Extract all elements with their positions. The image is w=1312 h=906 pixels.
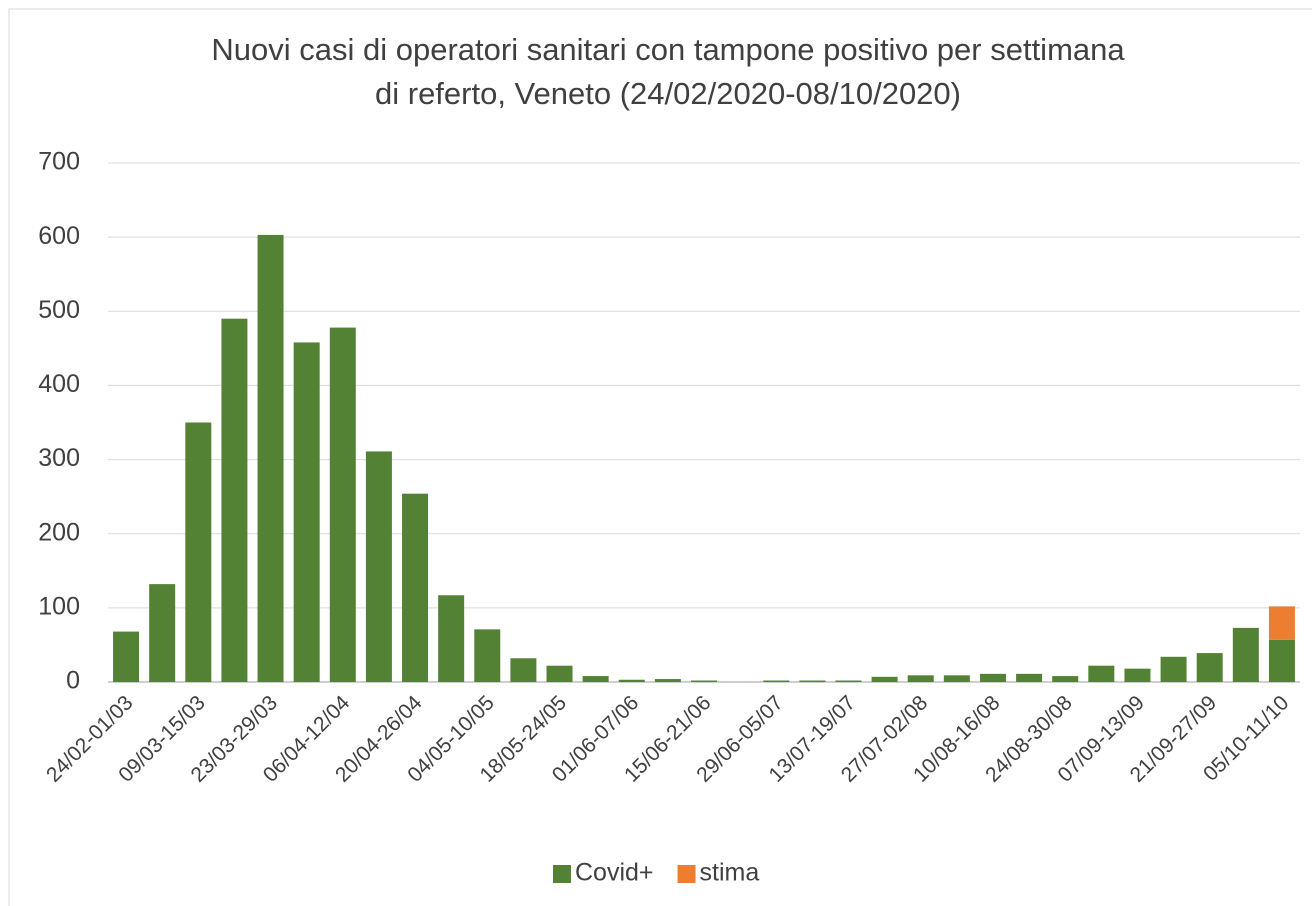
bar bbox=[1232, 627, 1259, 682]
bar bbox=[1196, 653, 1223, 682]
bar bbox=[1052, 676, 1079, 682]
bar bbox=[510, 658, 537, 682]
bar bbox=[365, 451, 392, 682]
bar bbox=[1124, 668, 1151, 682]
y-tick-label: 300 bbox=[38, 444, 80, 472]
bar bbox=[293, 342, 320, 682]
bar bbox=[474, 629, 501, 682]
y-tick-label: 0 bbox=[66, 667, 80, 695]
bar bbox=[221, 318, 248, 682]
legend-swatch bbox=[553, 865, 571, 883]
bar bbox=[1016, 673, 1043, 682]
bar bbox=[582, 676, 609, 682]
bar bbox=[1088, 665, 1115, 682]
bar bbox=[1160, 656, 1187, 682]
bar bbox=[618, 679, 645, 682]
y-tick-label: 500 bbox=[38, 296, 80, 324]
bar bbox=[835, 680, 862, 682]
legend-swatch bbox=[677, 865, 696, 883]
bar bbox=[979, 673, 1006, 682]
bar bbox=[654, 679, 681, 682]
bar bbox=[943, 675, 970, 682]
chart-title: Nuovi casi di operatori sanitari con tam… bbox=[211, 32, 1125, 67]
bar bbox=[329, 327, 356, 682]
bar bbox=[1268, 639, 1295, 682]
legend-label: stima bbox=[700, 859, 760, 887]
y-tick-label: 600 bbox=[38, 222, 80, 250]
bar bbox=[907, 675, 934, 682]
y-tick-label: 200 bbox=[38, 518, 80, 546]
bar bbox=[691, 680, 717, 682]
bar bbox=[402, 493, 429, 682]
bar bbox=[185, 422, 212, 682]
bar bbox=[257, 234, 284, 682]
bar bbox=[1268, 606, 1295, 640]
y-tick-label: 400 bbox=[38, 370, 80, 398]
bar bbox=[113, 631, 140, 682]
legend-label: Covid+ bbox=[575, 859, 654, 887]
y-tick-label: 700 bbox=[38, 148, 80, 176]
y-tick-label: 100 bbox=[38, 592, 80, 620]
bar bbox=[149, 584, 176, 682]
bar bbox=[799, 680, 826, 682]
bar bbox=[546, 665, 573, 682]
bar bbox=[438, 595, 465, 682]
bar bbox=[763, 680, 790, 682]
bar bbox=[871, 676, 898, 682]
chart-title: di referto, Veneto (24/02/2020-08/10/202… bbox=[375, 76, 961, 111]
chart-border bbox=[8, 8, 1312, 906]
